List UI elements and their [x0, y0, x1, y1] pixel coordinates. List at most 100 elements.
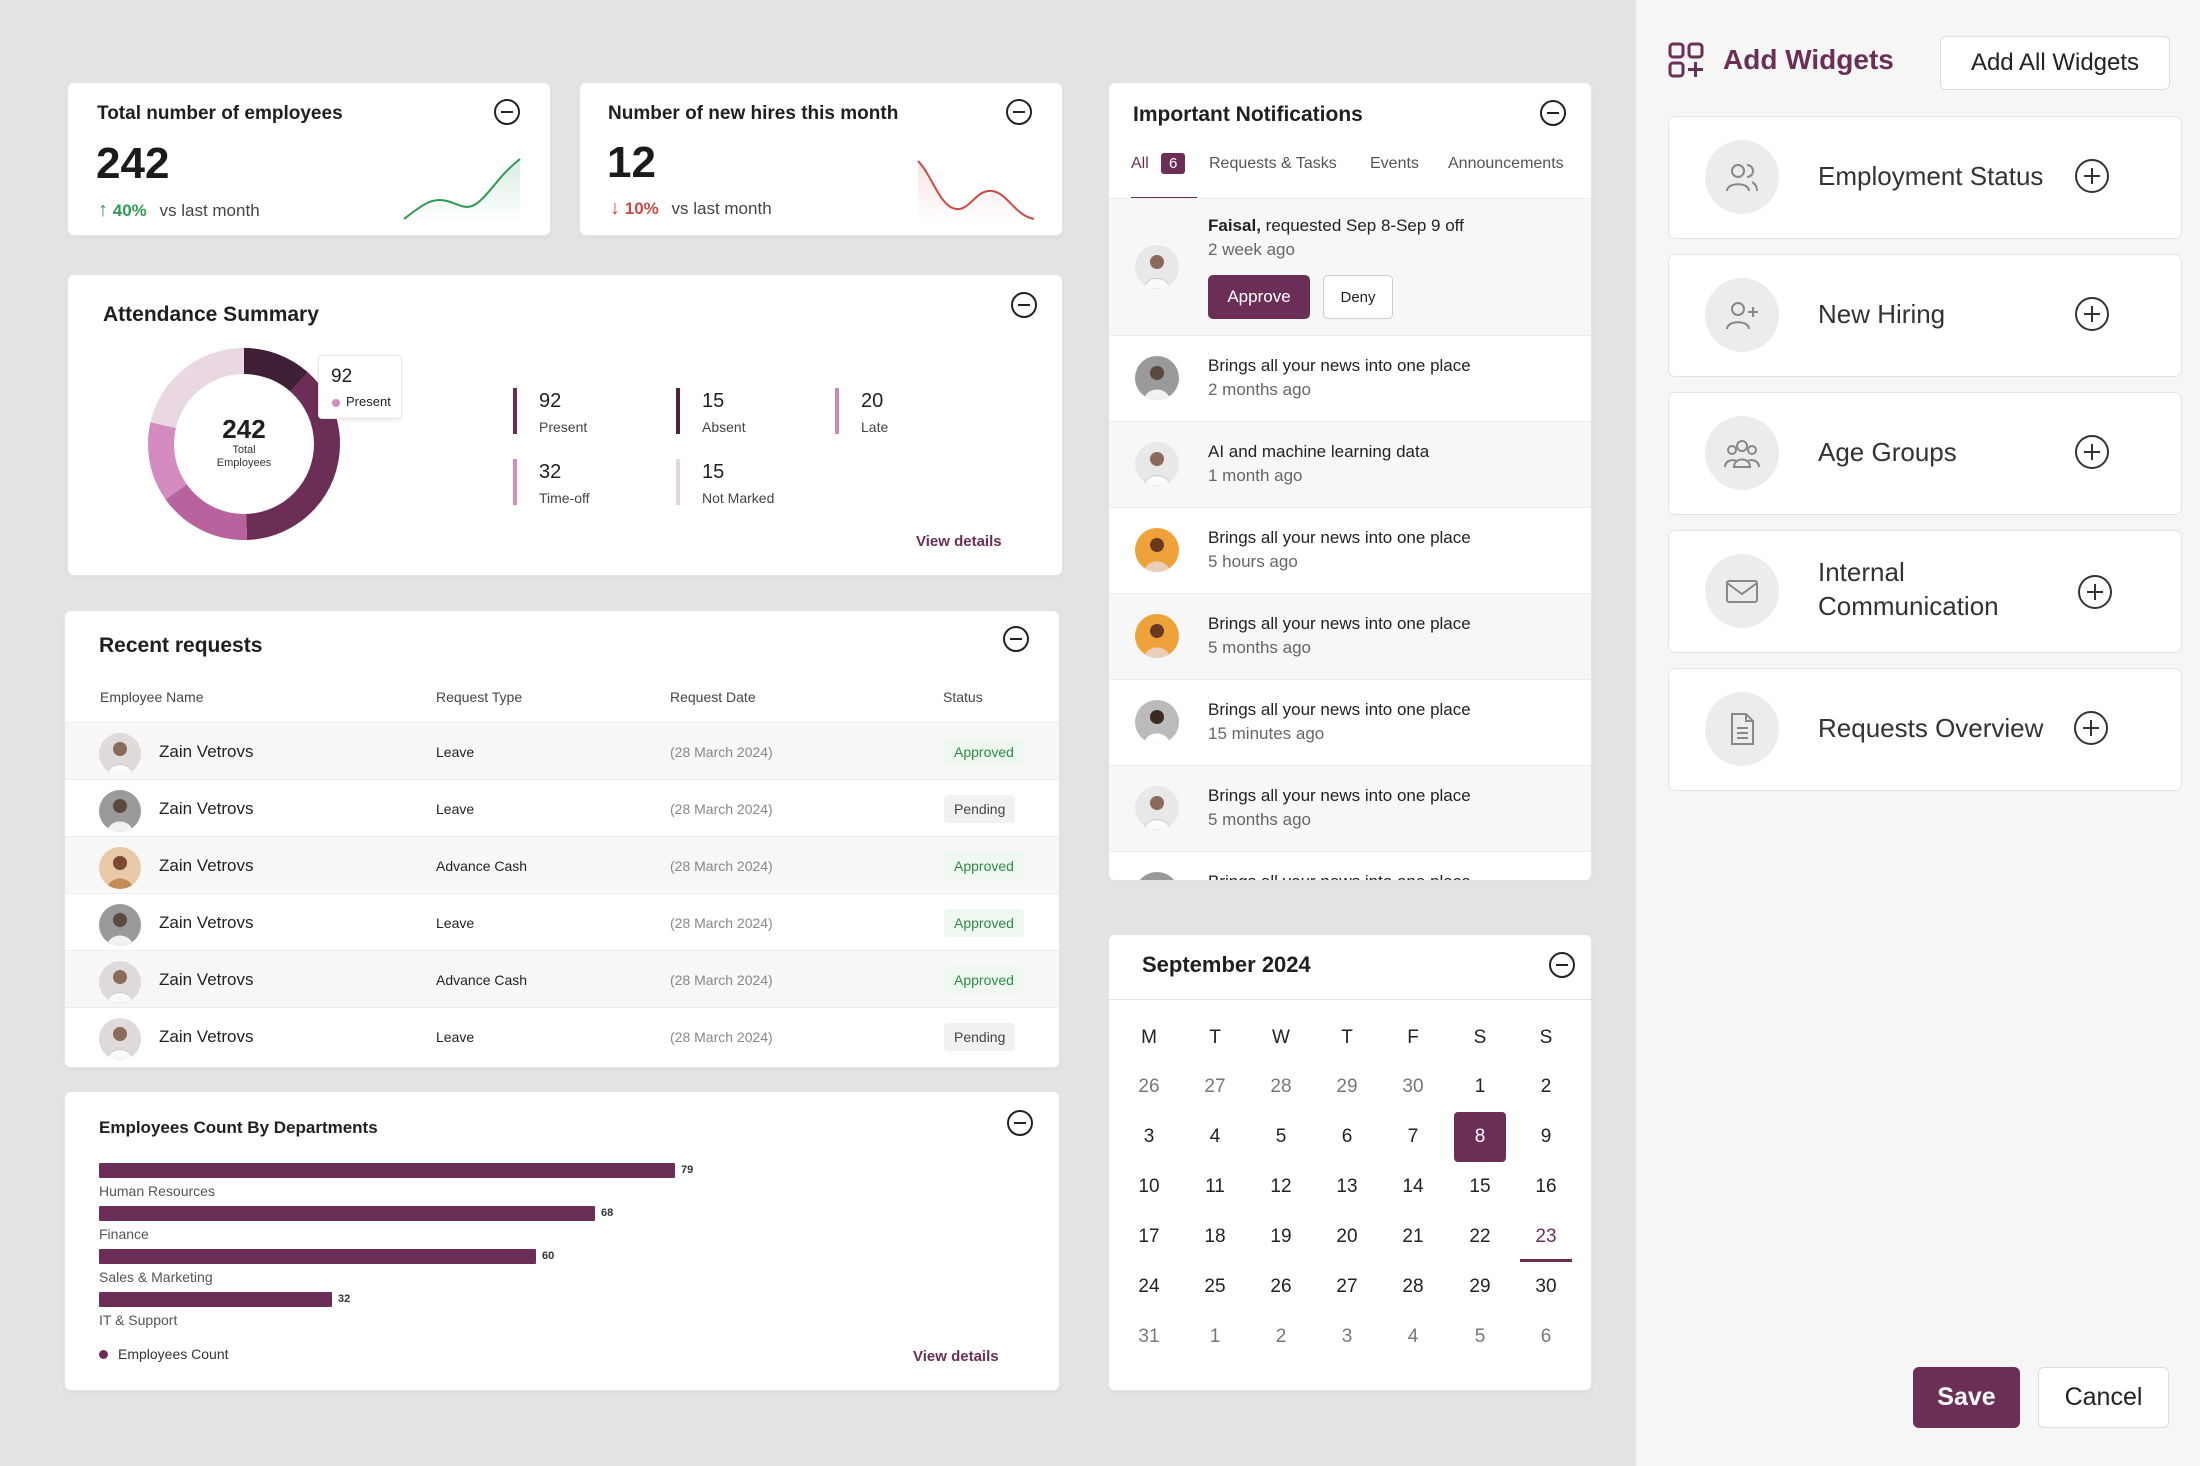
calendar-day[interactable]: 5 — [1474, 1326, 1486, 1347]
calendar-day[interactable]: 12 — [1270, 1176, 1292, 1197]
calendar-day[interactable]: 25 — [1204, 1276, 1226, 1297]
tab-all[interactable]: All 6 — [1131, 151, 1197, 199]
calendar-day[interactable]: 15 — [1469, 1176, 1491, 1197]
table-row[interactable]: Zain Vetrovs Advance Cash (28 March 2024… — [65, 950, 1059, 1007]
bar-value-label: 60 — [542, 1250, 555, 1262]
notification-item[interactable]: Brings all your news into one place 2 mo… — [1109, 335, 1591, 421]
calendar-day[interactable]: 10 — [1138, 1176, 1160, 1197]
card-title: Recent requests — [99, 634, 263, 657]
calendar-day[interactable]: 9 — [1540, 1126, 1552, 1147]
calendar-day[interactable]: 11 — [1205, 1176, 1225, 1197]
tab-events[interactable]: Events — [1370, 155, 1419, 172]
cancel-button[interactable]: Cancel — [2038, 1367, 2169, 1428]
remove-widget-icon[interactable] — [1540, 100, 1566, 126]
calendar-day[interactable]: 1 — [1474, 1076, 1486, 1097]
status-badge: Approved — [944, 909, 1024, 937]
notification-item[interactable]: AI and machine learning data 1 month ago — [1109, 421, 1591, 507]
add-widget-button[interactable] — [2075, 297, 2109, 331]
calendar-day[interactable]: 16 — [1535, 1176, 1557, 1197]
calendar-day[interactable]: 27 — [1204, 1076, 1226, 1097]
bar — [99, 1292, 332, 1307]
calendar-day[interactable]: 6 — [1341, 1126, 1353, 1147]
calendar-day[interactable]: 21 — [1402, 1226, 1424, 1247]
remove-widget-icon[interactable] — [1003, 626, 1029, 652]
deny-button[interactable]: Deny — [1323, 275, 1393, 319]
calendar-day[interactable]: 23 — [1520, 1212, 1572, 1262]
request-text: requested Sep 8-Sep 9 off — [1265, 216, 1464, 235]
add-widgets-panel: Add Widgets Add All Widgets Employment S… — [1635, 0, 2200, 1466]
calendar-day[interactable]: 20 — [1336, 1226, 1358, 1247]
calendar-day[interactable]: 31 — [1138, 1326, 1160, 1347]
remove-widget-icon[interactable] — [1011, 292, 1037, 318]
add-all-widgets-button[interactable]: Add All Widgets — [1940, 36, 2170, 90]
calendar-day[interactable]: 19 — [1270, 1226, 1292, 1247]
bar — [99, 1206, 595, 1221]
notification-item[interactable]: Brings all your news into one place 5 mo… — [1109, 765, 1591, 851]
approve-button[interactable]: Approve — [1208, 275, 1310, 319]
table-row[interactable]: Zain Vetrovs Leave (28 March 2024) Pendi… — [65, 1007, 1059, 1064]
calendar-day[interactable]: 22 — [1469, 1226, 1491, 1247]
remove-widget-icon[interactable] — [1007, 1110, 1033, 1136]
calendar-day[interactable]: 24 — [1138, 1276, 1160, 1297]
bar — [99, 1163, 675, 1178]
calendar-card: September 2024 M T W T F S S 26 27 28 29 30 1 2 3 4 5 6 7 8… — [1109, 935, 1591, 1390]
avatar — [1135, 614, 1179, 658]
calendar-day[interactable]: 17 — [1138, 1226, 1160, 1247]
change-percent: 10% — [624, 199, 659, 218]
calendar-day[interactable]: 26 — [1138, 1076, 1160, 1097]
notification-item[interactable]: Brings all your news into one place 15 m… — [1109, 679, 1591, 765]
calendar-day[interactable]: 8 — [1454, 1112, 1506, 1162]
stat-change: ↓ 10% vs last month — [610, 197, 772, 220]
sparkline-down — [917, 160, 1035, 223]
view-details-link[interactable]: View details — [916, 533, 1002, 550]
calendar-day[interactable]: 1 — [1209, 1326, 1221, 1347]
notification-item[interactable]: Brings all your news into one place 5 ho… — [1109, 507, 1591, 593]
calendar-day[interactable]: 7 — [1407, 1126, 1419, 1147]
calendar-day[interactable]: 30 — [1402, 1076, 1424, 1097]
calendar-day[interactable]: 5 — [1275, 1126, 1287, 1147]
notification-item[interactable]: Brings all your news into one place — [1109, 851, 1591, 880]
view-details-link[interactable]: View details — [913, 1348, 999, 1365]
weekday-label: F — [1407, 1027, 1419, 1048]
remove-widget-icon[interactable] — [1006, 99, 1032, 125]
calendar-day[interactable]: 29 — [1469, 1276, 1491, 1297]
mail-icon — [1705, 554, 1779, 628]
tooltip-dot — [332, 399, 340, 407]
calendar-day[interactable]: 2 — [1540, 1076, 1552, 1097]
widget-age-groups: Age Groups — [1669, 393, 2181, 514]
remove-widget-icon[interactable] — [1549, 952, 1575, 978]
save-button[interactable]: Save — [1913, 1367, 2020, 1428]
weekday-label: S — [1473, 1027, 1487, 1048]
calendar-day[interactable]: 14 — [1402, 1176, 1424, 1197]
avatar — [1135, 786, 1179, 830]
calendar-day[interactable]: 2 — [1275, 1326, 1287, 1347]
tab-requests-tasks[interactable]: Requests & Tasks — [1209, 155, 1337, 172]
calendar-day[interactable]: 6 — [1540, 1326, 1552, 1347]
calendar-day[interactable]: 13 — [1336, 1176, 1358, 1197]
calendar-day[interactable]: 18 — [1204, 1226, 1226, 1247]
remove-widget-icon[interactable] — [494, 99, 520, 125]
table-row[interactable]: Zain Vetrovs Leave (28 March 2024) Pendi… — [65, 779, 1059, 836]
calendar-day[interactable]: 28 — [1270, 1076, 1292, 1097]
table-row[interactable]: Zain Vetrovs Leave (28 March 2024) Appro… — [65, 722, 1059, 779]
tab-announcements[interactable]: Announcements — [1448, 155, 1564, 172]
calendar-day[interactable]: 3 — [1143, 1126, 1155, 1147]
calendar-day[interactable]: 27 — [1336, 1276, 1358, 1297]
calendar-day[interactable]: 26 — [1270, 1276, 1292, 1297]
calendar-day[interactable]: 30 — [1535, 1276, 1557, 1297]
notification-item[interactable]: Faisal, requested Sep 8-Sep 9 off 2 week… — [1109, 198, 1591, 335]
calendar-day[interactable]: 4 — [1407, 1326, 1419, 1347]
add-widget-button[interactable] — [2075, 159, 2109, 193]
add-widget-button[interactable] — [2078, 575, 2112, 609]
table-row[interactable]: Zain Vetrovs Advance Cash (28 March 2024… — [65, 836, 1059, 893]
card-title: Total number of employees — [97, 103, 343, 124]
calendar-day[interactable]: 28 — [1402, 1276, 1424, 1297]
notification-item[interactable]: Brings all your news into one place 5 mo… — [1109, 593, 1591, 679]
calendar-day[interactable]: 3 — [1341, 1326, 1353, 1347]
add-widget-button[interactable] — [2075, 435, 2109, 469]
legend-dot — [99, 1350, 108, 1359]
table-row[interactable]: Zain Vetrovs Leave (28 March 2024) Appro… — [65, 893, 1059, 950]
calendar-day[interactable]: 4 — [1209, 1126, 1221, 1147]
add-widget-button[interactable] — [2074, 711, 2108, 745]
calendar-day[interactable]: 29 — [1336, 1076, 1358, 1097]
